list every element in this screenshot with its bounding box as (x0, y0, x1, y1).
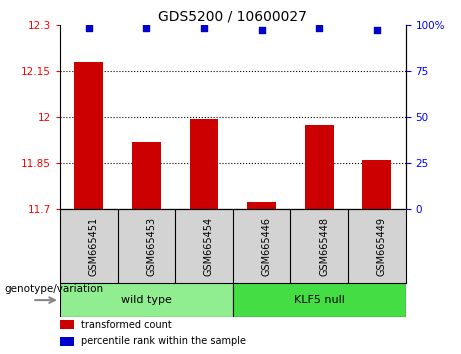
Text: GSM665454: GSM665454 (204, 217, 214, 276)
Point (85, 25, 92, 31)
Text: transformed count: transformed count (81, 320, 171, 330)
Point (373, 28, 381, 33)
Text: wild type: wild type (121, 295, 172, 305)
Bar (60, 320, 74, 329)
Text: GSM665448: GSM665448 (319, 217, 329, 276)
Title: GDS5200 / 10600027: GDS5200 / 10600027 (159, 10, 307, 24)
Text: GSM665451: GSM665451 (89, 217, 99, 276)
Bar (74, 62, 103, 210)
Bar (247, 202, 276, 210)
Bar (132, 142, 161, 210)
Text: percentile rank within the sample: percentile rank within the sample (81, 336, 246, 347)
Text: genotype/variation: genotype/variation (5, 284, 104, 293)
FancyBboxPatch shape (233, 283, 406, 317)
Point (315, 25, 323, 31)
FancyBboxPatch shape (60, 283, 233, 317)
Point (258, 28, 266, 33)
Point (142, 25, 150, 31)
Text: GSM665453: GSM665453 (146, 217, 156, 276)
Text: GSM665449: GSM665449 (377, 217, 387, 276)
Point (200, 25, 207, 31)
Text: KLF5 null: KLF5 null (294, 295, 345, 305)
Bar (189, 119, 219, 210)
Bar (362, 160, 391, 210)
Bar (305, 125, 334, 210)
Text: GSM665446: GSM665446 (262, 217, 272, 276)
Bar (60, 337, 74, 346)
